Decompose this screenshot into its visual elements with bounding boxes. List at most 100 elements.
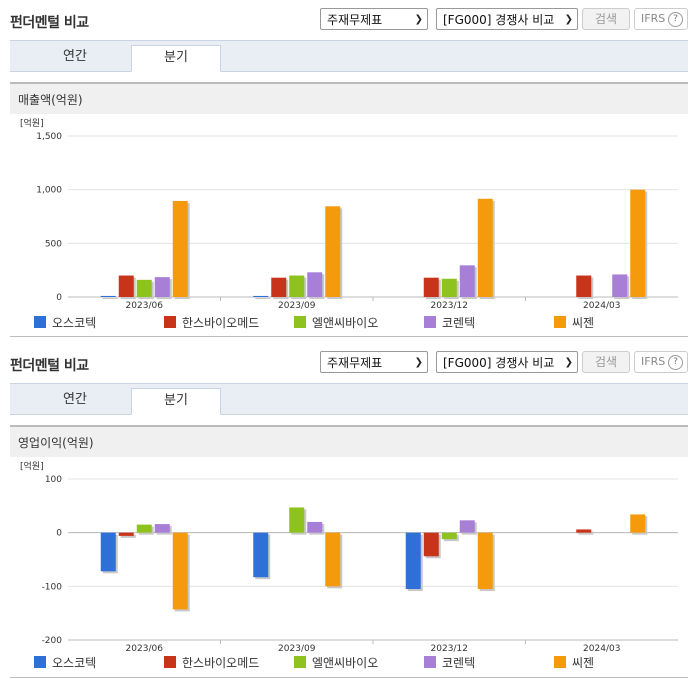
ifrs-button[interactable]: IFRS ? [634, 351, 688, 373]
legend-item[interactable]: 한스바이오메드 [164, 654, 259, 671]
metric-header: 영업이익(억원) [10, 425, 688, 457]
bar-씨젠-2023/12 [477, 532, 493, 590]
x-tick-label: 2023/09 [278, 644, 316, 654]
bar-코렌텍-2024/03 [612, 274, 628, 297]
chevron-down-icon: ❯ [564, 14, 573, 25]
fundamental-panel-operating-income: 펀더멘털 비교 주재무제표 ❯ [FG000] 경쟁사 비교 ❯ 검색 IFRS… [0, 343, 696, 678]
bar-shadow [255, 297, 271, 299]
bar-오스코텍-2023/09 [253, 295, 269, 297]
legend-label: 코렌텍 [442, 656, 476, 670]
tab-annual[interactable]: 연간 [63, 392, 87, 407]
bar-코렌텍-2023/09 [307, 521, 323, 533]
chevron-down-icon: ❯ [414, 14, 423, 25]
x-tick-label: 2023/06 [126, 301, 164, 311]
bar-엘앤씨바이오-2023/09 [289, 507, 305, 533]
tab-quarterly[interactable]: 분기 [131, 45, 221, 72]
chart-legend: 오스코텍 한스바이오메드 엘앤씨바이오 코렌텍 씨젠 [34, 314, 684, 330]
bar-엘앤씨바이오-2023/09 [289, 275, 305, 297]
y-tick-label: 1,000 [36, 186, 62, 196]
divider [10, 336, 688, 337]
search-button[interactable]: 검색 [582, 8, 630, 30]
legend-item[interactable]: 오스코텍 [34, 654, 96, 671]
x-tick-label: 2023/12 [431, 301, 468, 311]
legend-item[interactable]: 엘앤씨바이오 [294, 314, 378, 331]
legend-swatch [424, 316, 436, 328]
unit-label: [억원] [20, 460, 44, 472]
help-icon[interactable]: ? [668, 355, 683, 370]
panel-title: 펀더멘털 비교 [10, 358, 89, 374]
fundamental-panel-revenue: 펀더멘털 비교 주재무제표 ❯ [FG000] 경쟁사 비교 ❯ 검색 IFRS… [0, 0, 696, 337]
bar-shadow [578, 531, 594, 535]
bar-한스바이오메드-2023/06 [118, 532, 134, 536]
legend-label: 코렌텍 [442, 316, 476, 330]
legend-item[interactable]: 엘앤씨바이오 [294, 654, 378, 671]
bar-코렌텍-2023/09 [307, 272, 323, 297]
legend-swatch [34, 316, 46, 328]
bar-엘앤씨바이오-2023/06 [136, 279, 152, 297]
unit-label: [억원] [20, 117, 44, 129]
period-tabs: 연간 분기 [10, 40, 688, 72]
legend-item[interactable]: 한스바이오메드 [164, 314, 259, 331]
bar-엘앤씨바이오-2023/06 [136, 524, 152, 533]
y-tick-label: 500 [45, 239, 62, 249]
legend-item[interactable]: 코렌텍 [424, 654, 475, 671]
revenue-bar-chart: [억원] 0 500 1,000 1,500 2023/06 2023/09 2023/12 2… [20, 117, 678, 311]
legend-item[interactable]: 코렌텍 [424, 314, 475, 331]
legend-item[interactable]: 씨젠 [554, 654, 594, 671]
y-tick-label: 1,500 [36, 132, 62, 142]
bar-씨젠-2024/03 [630, 189, 646, 297]
bar-씨젠-2023/09 [325, 206, 341, 297]
ifrs-label: IFRS [641, 12, 666, 25]
statement-select[interactable]: 주재무제표 ❯ [320, 8, 428, 30]
tab-quarterly[interactable]: 분기 [131, 388, 221, 415]
legend-label: 씨젠 [572, 656, 595, 670]
bar-엘앤씨바이오-2023/12 [441, 278, 457, 297]
bar-shadow [102, 297, 118, 299]
statement-select[interactable]: 주재무제표 ❯ [320, 351, 428, 373]
x-tick-label: 2024/03 [583, 644, 620, 654]
legend-label: 씨젠 [572, 316, 595, 330]
bar-한스바이오메드-2023/09 [271, 277, 287, 297]
legend-swatch [554, 656, 566, 668]
tab-annual[interactable]: 연간 [63, 49, 87, 64]
y-tick-label: 0 [56, 529, 62, 539]
y-tick-label: 100 [45, 475, 62, 485]
bar-코렌텍-2023/12 [459, 520, 475, 533]
operating-income-bar-chart: [억원] -200 -100 0 100 2023/06 2023/09 2023/12 202… [20, 460, 678, 654]
bar-씨젠-2023/06 [172, 532, 188, 610]
help-icon[interactable]: ? [668, 12, 683, 27]
chart-legend: 오스코텍 한스바이오메드 엘앤씨바이오 코렌텍 씨젠 [34, 654, 684, 670]
bar-씨젠-2023/12 [477, 198, 493, 297]
bar-한스바이오메드-2023/06 [118, 275, 134, 297]
search-button[interactable]: 검색 [582, 351, 630, 373]
bar-씨젠-2024/03 [630, 514, 646, 533]
chevron-down-icon: ❯ [564, 357, 573, 368]
legend-label: 엘앤씨바이오 [312, 316, 379, 330]
legend-label: 엘앤씨바이오 [312, 656, 379, 670]
divider [10, 677, 688, 678]
legend-item[interactable]: 씨젠 [554, 314, 594, 331]
bar-코렌텍-2023/06 [154, 524, 170, 533]
x-tick-label: 2023/06 [126, 644, 164, 654]
ifrs-button[interactable]: IFRS ? [634, 8, 688, 30]
panel-header: 펀더멘털 비교 주재무제표 ❯ [FG000] 경쟁사 비교 ❯ 검색 IFRS… [0, 343, 696, 383]
x-tick-label: 2023/12 [431, 644, 468, 654]
legend-swatch [554, 316, 566, 328]
bar-엘앤씨바이오-2023/12 [441, 532, 457, 540]
legend-swatch [34, 656, 46, 668]
peer-group-select[interactable]: [FG000] 경쟁사 비교 ❯ [436, 8, 578, 30]
peer-group-select[interactable]: [FG000] 경쟁사 비교 ❯ [436, 351, 578, 373]
bar-오스코텍-2023/12 [405, 532, 421, 590]
peer-group-select-value: [FG000] 경쟁사 비교 [443, 356, 555, 370]
bar-shadow [120, 534, 136, 538]
y-tick-label: 0 [56, 293, 62, 303]
legend-label: 한스바이오메드 [182, 656, 260, 670]
metric-label: 영업이익(억원) [18, 436, 94, 450]
x-tick-label: 2024/03 [583, 301, 620, 311]
peer-group-select-value: [FG000] 경쟁사 비교 [443, 13, 555, 27]
bar-코렌텍-2023/06 [154, 277, 170, 297]
legend-item[interactable]: 오스코텍 [34, 314, 96, 331]
bar-씨젠-2023/09 [325, 532, 341, 587]
statement-select-value: 주재무제표 [327, 13, 383, 27]
bar-씨젠-2023/06 [172, 200, 188, 297]
